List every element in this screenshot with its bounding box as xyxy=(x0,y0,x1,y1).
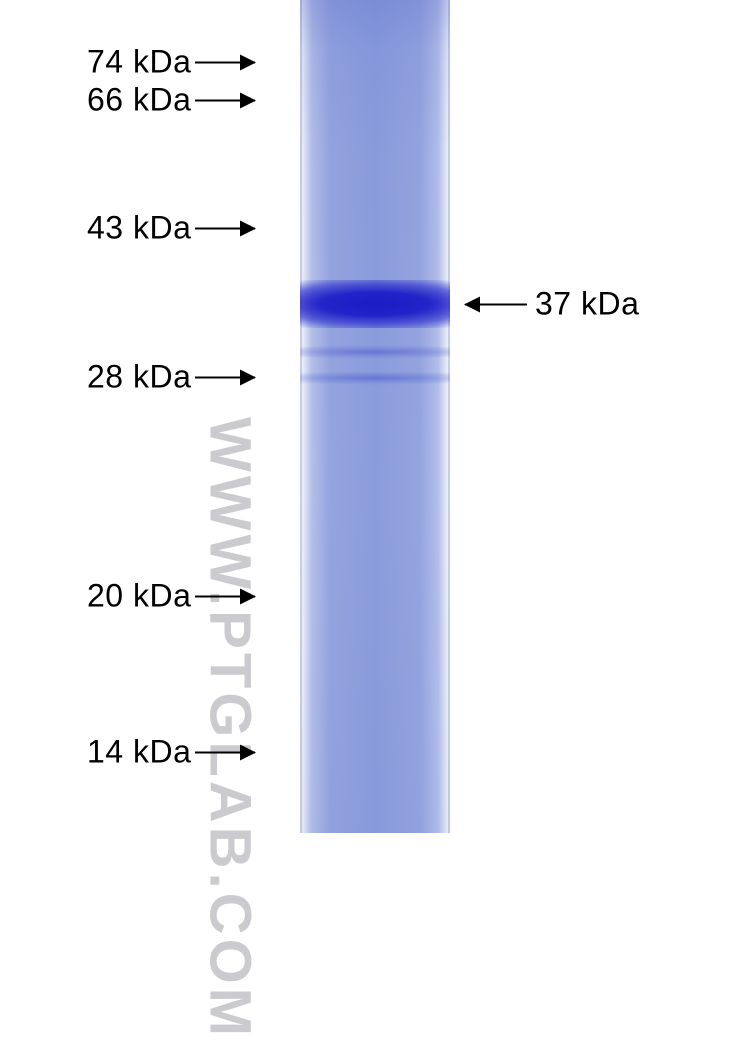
protein-band-faint xyxy=(300,345,450,359)
watermark: WWW.PTGLAB.COM xyxy=(197,417,264,1040)
mw-marker-label: 74 kDa xyxy=(87,44,191,81)
mw-marker: 43 kDa xyxy=(87,210,255,247)
arrow-right-icon xyxy=(195,227,255,229)
gel-figure: WWW.PTGLAB.COM 74 kDa 66 kDa 43 kDa 28 k… xyxy=(0,0,740,833)
mw-marker-label: 20 kDa xyxy=(87,578,191,615)
mw-marker-label: 43 kDa xyxy=(87,210,191,247)
arrow-right-icon xyxy=(195,751,255,753)
mw-marker: 20 kDa xyxy=(87,578,255,615)
mw-marker: 74 kDa xyxy=(87,44,255,81)
arrow-right-icon xyxy=(195,61,255,63)
protein-band-main xyxy=(300,280,450,328)
mw-marker: 14 kDa xyxy=(87,734,255,771)
gel-lane xyxy=(300,0,450,833)
gel-lane-gradient xyxy=(300,0,450,833)
mw-marker: 66 kDa xyxy=(87,82,255,119)
mw-marker: 28 kDa xyxy=(87,359,255,396)
protein-band-faint xyxy=(300,371,450,385)
watermark-text: WWW.PTGLAB.COM xyxy=(198,417,263,1040)
mw-marker-label: 14 kDa xyxy=(87,734,191,771)
product-band-text: 37 kDa xyxy=(535,286,639,323)
mw-marker-label: 66 kDa xyxy=(87,82,191,119)
lane-edge-left xyxy=(300,0,302,833)
arrow-left-icon xyxy=(465,303,527,305)
arrow-right-icon xyxy=(195,99,255,101)
arrow-right-icon xyxy=(195,376,255,378)
product-band-label: 37 kDa xyxy=(465,286,639,323)
mw-marker-label: 28 kDa xyxy=(87,359,191,396)
lane-edge-right xyxy=(448,0,450,833)
arrow-right-icon xyxy=(195,595,255,597)
